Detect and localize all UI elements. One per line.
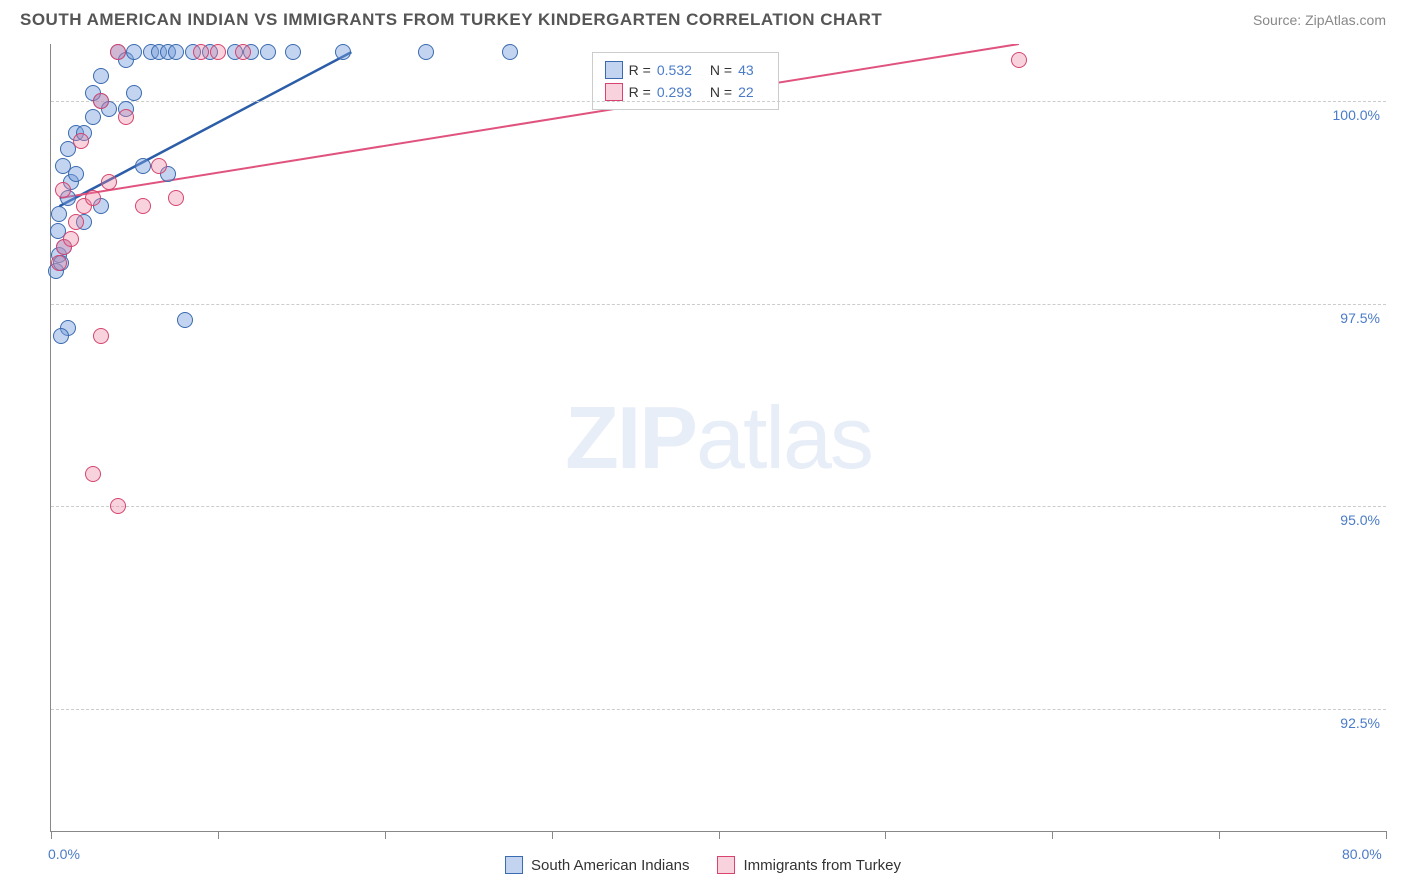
x-tick: [885, 831, 886, 839]
y-tick-label: 95.0%: [1340, 512, 1380, 528]
y-tick-label: 92.5%: [1340, 715, 1380, 731]
data-point: [135, 198, 151, 214]
data-point: [210, 44, 226, 60]
x-tick: [385, 831, 386, 839]
legend-item: Immigrants from Turkey: [717, 856, 901, 874]
legend-label: Immigrants from Turkey: [743, 857, 901, 874]
grid-line: [51, 506, 1386, 507]
data-point: [335, 44, 351, 60]
data-point: [55, 182, 71, 198]
data-point: [51, 206, 67, 222]
data-point: [85, 466, 101, 482]
data-point: [51, 255, 67, 271]
x-axis-max-label: 80.0%: [1342, 846, 1382, 862]
data-point: [68, 214, 84, 230]
legend-swatch: [605, 83, 623, 101]
legend-label: South American Indians: [531, 857, 689, 874]
x-tick: [218, 831, 219, 839]
data-point: [418, 44, 434, 60]
data-point: [55, 158, 71, 174]
scatter-chart: ZIPatlas R = 0.532N = 43R = 0.293N = 22 …: [50, 44, 1386, 832]
trend-line: [59, 44, 1019, 198]
data-point: [101, 174, 117, 190]
series-legend: South American Indians Immigrants from Tu…: [505, 856, 901, 874]
x-tick: [719, 831, 720, 839]
watermark: ZIPatlas: [565, 387, 872, 489]
data-point: [168, 190, 184, 206]
x-tick: [552, 831, 553, 839]
data-point: [126, 85, 142, 101]
x-tick: [1052, 831, 1053, 839]
data-point: [502, 44, 518, 60]
data-point: [118, 109, 134, 125]
legend-swatch: [505, 856, 523, 874]
grid-line: [51, 101, 1386, 102]
chart-title: SOUTH AMERICAN INDIAN VS IMMIGRANTS FROM…: [20, 10, 882, 30]
data-point: [85, 109, 101, 125]
data-point: [68, 166, 84, 182]
y-tick-label: 100.0%: [1333, 107, 1380, 123]
data-point: [126, 44, 142, 60]
grid-line: [51, 304, 1386, 305]
data-point: [177, 312, 193, 328]
data-point: [168, 44, 184, 60]
legend-swatch: [605, 61, 623, 79]
legend-row: R = 0.532N = 43: [605, 59, 766, 81]
data-point: [260, 44, 276, 60]
y-tick-label: 97.5%: [1340, 310, 1380, 326]
watermark-light: atlas: [696, 388, 872, 487]
data-point: [110, 498, 126, 514]
legend-row: R = 0.293N = 22: [605, 81, 766, 103]
data-point: [151, 158, 167, 174]
data-point: [53, 328, 69, 344]
x-axis-min-label: 0.0%: [48, 846, 80, 862]
data-point: [93, 93, 109, 109]
chart-source: Source: ZipAtlas.com: [1253, 12, 1386, 28]
x-tick: [51, 831, 52, 839]
data-point: [1011, 52, 1027, 68]
data-point: [85, 190, 101, 206]
grid-line: [51, 709, 1386, 710]
x-tick: [1386, 831, 1387, 839]
data-point: [63, 231, 79, 247]
data-point: [93, 68, 109, 84]
data-point: [235, 44, 251, 60]
data-point: [73, 133, 89, 149]
data-point: [285, 44, 301, 60]
data-point: [110, 44, 126, 60]
legend-item: South American Indians: [505, 856, 689, 874]
data-point: [135, 158, 151, 174]
x-tick: [1219, 831, 1220, 839]
data-point: [193, 44, 209, 60]
data-point: [93, 328, 109, 344]
chart-header: SOUTH AMERICAN INDIAN VS IMMIGRANTS FROM…: [0, 0, 1406, 38]
watermark-bold: ZIP: [565, 388, 696, 487]
legend-swatch: [717, 856, 735, 874]
trend-lines: [51, 44, 1386, 831]
